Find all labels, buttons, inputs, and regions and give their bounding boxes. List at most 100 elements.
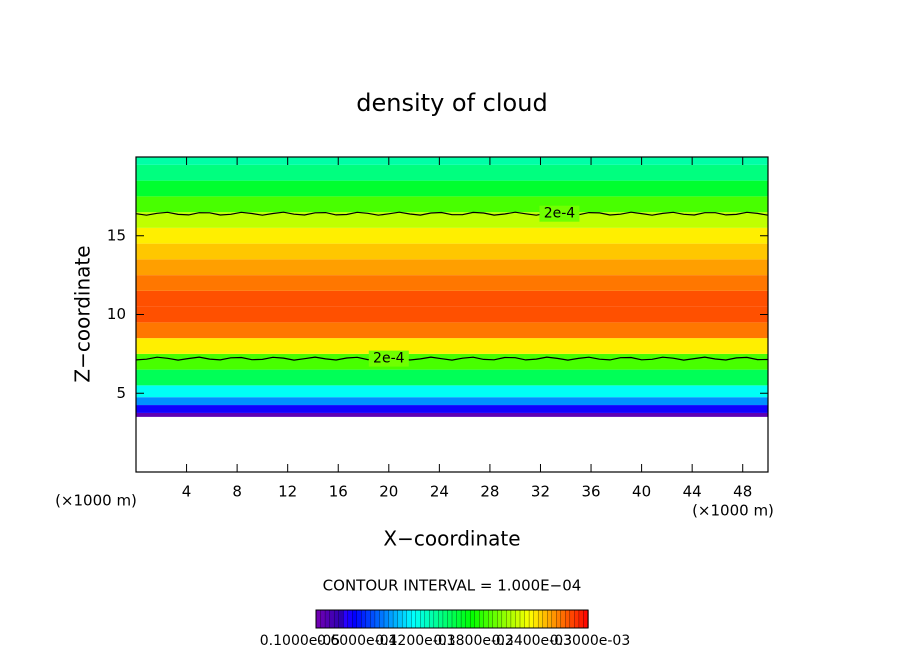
contour-label-bg bbox=[539, 205, 580, 222]
colorbar-cell bbox=[569, 609, 576, 629]
colorbar-label: 0.1000e-05 bbox=[260, 633, 340, 649]
colorbar-cell bbox=[420, 609, 426, 629]
colorbar-label: 0.2400e-03 bbox=[492, 633, 572, 649]
colorbar-cell bbox=[333, 609, 340, 629]
x-tick-label: 44 bbox=[683, 483, 702, 501]
colorbar-cell bbox=[329, 609, 335, 629]
x-tick-label: 36 bbox=[581, 483, 600, 501]
density-band bbox=[136, 306, 768, 323]
colorbar-cell bbox=[352, 609, 358, 629]
colorbar-cell bbox=[524, 609, 530, 629]
x-tick-label: 28 bbox=[480, 483, 499, 501]
density-band bbox=[136, 322, 768, 339]
colorbar-label: 0.1800e-03 bbox=[433, 633, 513, 649]
colorbar-cell bbox=[451, 609, 458, 629]
colorbar-cell bbox=[519, 609, 526, 629]
y-axis-label: Z−coordinate bbox=[71, 245, 95, 382]
x-axis-label: X−coordinate bbox=[383, 527, 520, 551]
colorbar-cell bbox=[556, 609, 562, 629]
colorbar-cell bbox=[324, 609, 331, 629]
x-unit-right: (×1000 m) bbox=[692, 502, 774, 520]
density-band bbox=[136, 353, 768, 370]
colorbar-cell bbox=[338, 609, 344, 629]
colorbar-cell bbox=[578, 609, 585, 629]
x-tick-label: 40 bbox=[632, 483, 651, 501]
contour-interval: CONTOUR INTERVAL = 1.000E−04 bbox=[323, 577, 582, 595]
density-band bbox=[136, 196, 768, 213]
colorbar-cell bbox=[460, 609, 467, 629]
density-band bbox=[136, 405, 768, 413]
contour-line bbox=[135, 211, 769, 216]
colorbar-cell bbox=[343, 609, 349, 629]
colorbar-cell bbox=[479, 609, 485, 629]
density-band bbox=[136, 290, 768, 307]
colorbar-cell bbox=[374, 609, 381, 629]
contour-label-bg bbox=[368, 350, 409, 367]
colorbar-cell bbox=[547, 609, 553, 629]
colorbar-cell bbox=[501, 609, 508, 629]
contour-label: 2e-4 bbox=[544, 206, 576, 222]
colorbar-cell bbox=[533, 609, 539, 629]
colorbar-cell bbox=[320, 609, 326, 629]
colorbar-cell bbox=[488, 609, 494, 629]
colorbar-cell bbox=[542, 609, 548, 629]
colorbar-cell bbox=[433, 609, 440, 629]
colorbar-cell bbox=[447, 609, 453, 629]
density-band bbox=[136, 243, 768, 260]
x-tick-label: 16 bbox=[329, 483, 348, 501]
density-band bbox=[136, 397, 768, 406]
x-tick-label: 20 bbox=[379, 483, 398, 501]
density-band bbox=[136, 412, 768, 417]
colorbar-cell bbox=[551, 609, 557, 629]
colorbar-cell bbox=[565, 609, 571, 629]
colorbar-cell bbox=[560, 609, 566, 629]
colorbar-cell bbox=[370, 609, 376, 629]
density-band bbox=[136, 227, 768, 244]
colorbar-cell bbox=[379, 609, 385, 629]
density-band bbox=[136, 164, 768, 181]
y-tick-label: 5 bbox=[116, 384, 126, 402]
colorbar-cell bbox=[465, 609, 471, 629]
colorbar-cell bbox=[442, 609, 449, 629]
density-band bbox=[136, 385, 768, 398]
density-band bbox=[136, 338, 768, 354]
x-tick-label: 24 bbox=[430, 483, 449, 501]
colorbar-label: 0.6000e-04 bbox=[317, 633, 398, 649]
colorbar-cell bbox=[361, 609, 367, 629]
density-band bbox=[136, 259, 768, 276]
colorbar-cell bbox=[515, 609, 521, 629]
density-band bbox=[136, 275, 768, 291]
y-tick-label: 15 bbox=[107, 226, 126, 244]
colorbar-cell bbox=[438, 609, 444, 629]
density-band bbox=[136, 180, 768, 197]
colorbar-cell bbox=[469, 609, 476, 629]
colorbar-frame bbox=[315, 609, 589, 629]
colorbar-cell bbox=[388, 609, 394, 629]
colorbar-cell bbox=[424, 609, 430, 629]
colorbar-cell bbox=[574, 609, 580, 629]
x-tick-label: 48 bbox=[733, 483, 752, 501]
colorbar-cell bbox=[537, 609, 544, 629]
colorbar-cell bbox=[528, 609, 535, 629]
density-band bbox=[136, 212, 768, 228]
colorbar-cell bbox=[406, 609, 412, 629]
x-tick-label: 12 bbox=[278, 483, 297, 501]
colorbar-cell bbox=[397, 609, 403, 629]
colorbar-cell bbox=[483, 609, 489, 629]
colorbar-cell bbox=[401, 609, 408, 629]
density-band bbox=[136, 157, 768, 165]
colorbar-label: 0.1200e-03 bbox=[375, 633, 455, 649]
colorbar-cell bbox=[456, 609, 462, 629]
colorbar-cell bbox=[497, 609, 503, 629]
colorbar-cell bbox=[347, 609, 353, 629]
x-tick-label: 8 bbox=[232, 483, 242, 501]
density-band bbox=[136, 369, 768, 386]
chart-title: density of cloud bbox=[356, 89, 547, 117]
x-unit-left: (×1000 m) bbox=[55, 492, 137, 510]
colorbar-cell bbox=[315, 609, 322, 629]
contour-line bbox=[135, 356, 769, 361]
colorbar-cell bbox=[510, 609, 517, 629]
x-tick-label: 4 bbox=[182, 483, 192, 501]
contour-label: 2e-4 bbox=[373, 351, 405, 367]
